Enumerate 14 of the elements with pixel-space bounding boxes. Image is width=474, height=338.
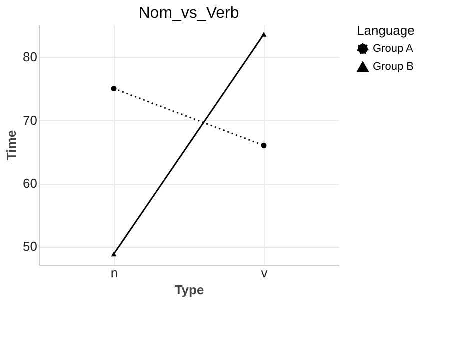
y-tick-label: 70 — [23, 112, 38, 128]
y-axis-title: Time — [4, 130, 20, 161]
x-axis-title: Type — [174, 282, 204, 298]
x-tick-label: v — [261, 266, 268, 280]
y-tick-label: 60 — [23, 176, 38, 192]
y-tick-label: 50 — [23, 239, 38, 254]
legend-label: Group B — [373, 61, 414, 73]
point — [111, 86, 117, 92]
point — [261, 142, 267, 148]
y-tick-label: 80 — [23, 50, 38, 65]
chart-title: Nom_vs_Verb — [138, 5, 240, 22]
legend-title: Language — [357, 23, 415, 38]
x-tick-label: n — [110, 266, 118, 280]
legend-label: Group A — [373, 43, 414, 55]
